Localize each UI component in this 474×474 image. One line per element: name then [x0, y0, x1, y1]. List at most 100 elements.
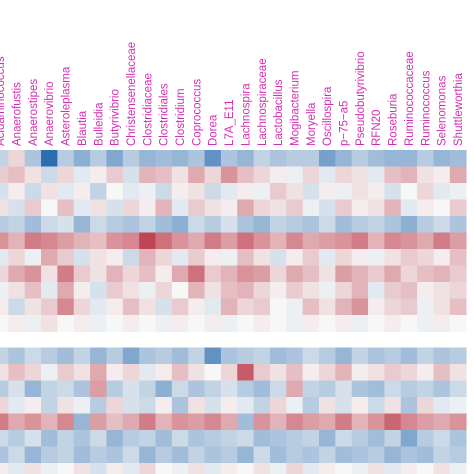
heatmap-cell	[204, 183, 222, 200]
heatmap-cell	[433, 446, 451, 464]
heatmap-cell	[171, 150, 189, 167]
heatmap-cell	[319, 364, 336, 381]
heatmap-cell	[41, 413, 58, 431]
column-label: Mogibacterium	[289, 71, 301, 146]
heatmap-cell	[384, 347, 402, 365]
heatmap-cell	[0, 463, 9, 474]
heatmap-cell	[24, 413, 42, 431]
heatmap-cell	[90, 150, 107, 167]
heatmap-cell	[286, 216, 304, 233]
heatmap-cell	[204, 347, 222, 365]
heatmap-cell	[106, 282, 124, 299]
heatmap-cell	[302, 380, 320, 398]
heatmap-cell	[24, 183, 42, 200]
heatmap-cell	[269, 216, 287, 233]
heatmap-cell	[41, 298, 58, 316]
heatmap-cell	[90, 430, 107, 447]
heatmap-cell	[368, 380, 385, 398]
heatmap-cell	[433, 265, 451, 283]
heatmap-cell	[139, 463, 156, 474]
heatmap-cell	[8, 430, 26, 447]
heatmap-cell	[41, 315, 58, 332]
heatmap-cell	[220, 199, 238, 217]
heatmap-cell	[0, 430, 9, 447]
heatmap-cell	[106, 265, 124, 283]
heatmap-cell	[253, 380, 271, 398]
heatmap-cell	[433, 430, 451, 447]
heatmap-cell	[237, 430, 254, 447]
heatmap-cell	[90, 282, 107, 299]
heatmap-cell	[155, 397, 173, 414]
heatmap-cell	[269, 315, 287, 332]
heatmap-cell	[417, 380, 434, 398]
heatmap-cell	[90, 216, 107, 233]
heatmap-cell	[302, 166, 320, 184]
column-label: Anaerostipes	[28, 79, 40, 146]
heatmap-cell	[335, 232, 353, 250]
heatmap-cell	[220, 347, 238, 365]
heatmap-cell	[335, 249, 353, 266]
heatmap-cell	[0, 265, 9, 283]
heatmap-cell	[139, 150, 156, 167]
heatmap-cell	[188, 463, 205, 474]
heatmap-cell	[286, 298, 304, 316]
heatmap-cell	[24, 397, 42, 414]
heatmap-cell	[319, 216, 336, 233]
heatmap-cell	[106, 380, 124, 398]
heatmap-cell	[286, 183, 304, 200]
heatmap-cell	[319, 150, 336, 167]
heatmap-cell	[90, 380, 107, 398]
heatmap-cell	[155, 265, 173, 283]
heatmap-cell	[253, 397, 271, 414]
heatmap-cell	[171, 413, 189, 431]
heatmap-cell	[171, 364, 189, 381]
heatmap-cell	[122, 397, 140, 414]
column-label: Ruminococcus	[420, 70, 432, 146]
heatmap-cell	[41, 166, 58, 184]
heatmap-cell	[335, 150, 353, 167]
heatmap-cell	[417, 150, 434, 167]
heatmap-cell	[24, 199, 42, 217]
heatmap-cell	[171, 199, 189, 217]
heatmap-cell	[90, 315, 107, 332]
heatmap-cell	[269, 265, 287, 283]
heatmap-cell	[335, 413, 353, 431]
heatmap-cell	[368, 347, 385, 365]
heatmap-cell	[417, 298, 434, 316]
heatmap-cell	[139, 166, 156, 184]
heatmap-cell	[171, 249, 189, 266]
heatmap-cell	[253, 430, 271, 447]
heatmap-cell	[449, 347, 467, 365]
heatmap-cell	[302, 463, 320, 474]
heatmap-cell	[188, 298, 205, 316]
heatmap-cell	[204, 216, 222, 233]
heatmap-cell	[122, 216, 140, 233]
heatmap-cell	[8, 298, 26, 316]
heatmap-cell	[90, 298, 107, 316]
heatmap-cell	[139, 216, 156, 233]
heatmap-cell	[351, 315, 369, 332]
heatmap-cell	[237, 364, 254, 381]
heatmap-cell	[122, 249, 140, 266]
heatmap-cell	[237, 446, 254, 464]
heatmap-cell	[0, 347, 9, 365]
heatmap-cell	[139, 183, 156, 200]
heatmap-cell	[384, 298, 402, 316]
heatmap-cell	[41, 347, 58, 365]
heatmap-cell	[400, 413, 418, 431]
heatmap-cell	[57, 199, 75, 217]
heatmap-cell	[335, 364, 353, 381]
heatmap-cell	[204, 430, 222, 447]
heatmap-cell	[351, 265, 369, 283]
heatmap-cell	[57, 166, 75, 184]
heatmap-cell	[171, 232, 189, 250]
heatmap-cell	[302, 199, 320, 217]
heatmap-cell	[368, 199, 385, 217]
heatmap-cell	[41, 430, 58, 447]
heatmap-cell	[188, 413, 205, 431]
heatmap-cell	[237, 282, 254, 299]
heatmap-cell	[155, 430, 173, 447]
heatmap-cell	[90, 463, 107, 474]
heatmap-cell	[384, 364, 402, 381]
